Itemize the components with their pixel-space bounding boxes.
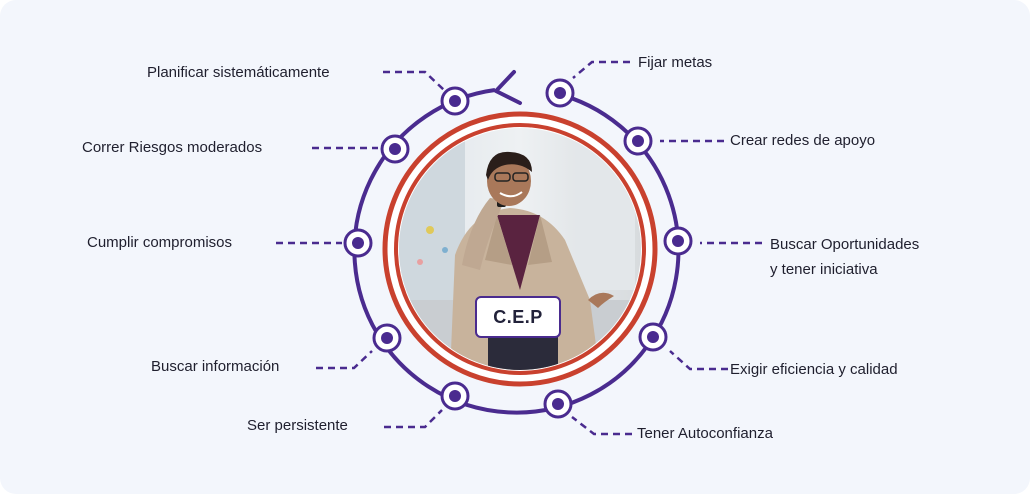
- node-buscar-informacion: [372, 323, 402, 353]
- node-crear-redes: [623, 126, 653, 156]
- label-exigir-eficiencia: Exigir eficiencia y calidad: [730, 361, 898, 378]
- label-correr-riesgos: Correr Riesgos moderados: [82, 139, 263, 156]
- node-fijar-metas: [545, 78, 575, 108]
- connector-lines: [276, 60, 762, 436]
- node-cumplir: [343, 228, 373, 258]
- node-autoconfianza: [543, 389, 573, 419]
- node-ser-persistente: [440, 381, 470, 411]
- cycle-arrowhead-icon: [494, 70, 522, 105]
- node-correr-riesgos: [380, 134, 410, 164]
- label-buscar-oportunidades: Buscar Oportunidades: [770, 236, 920, 253]
- label-planificar: Planificar sistemáticamente: [147, 64, 330, 81]
- outer-cycle-ring: [352, 88, 681, 415]
- inner-accent-ring: [394, 123, 646, 375]
- node-exigir-eficiencia: [638, 322, 668, 352]
- label-ser-persistente: Ser persistente: [247, 417, 348, 434]
- label-tener-iniciativa: y tener iniciativa: [770, 261, 878, 278]
- center-label-badge: C.E.P: [475, 296, 561, 338]
- label-cumplir: Cumplir compromisos: [87, 234, 233, 251]
- node-buscar-oportunidades: [663, 226, 693, 256]
- label-autoconfianza: Tener Autoconfianza: [637, 425, 773, 442]
- node-planificar: [440, 86, 470, 116]
- label-fijar-metas: Fijar metas: [638, 54, 713, 71]
- label-crear-redes: Crear redes de apoyo: [730, 132, 876, 149]
- label-buscar-informacion: Buscar información: [151, 358, 280, 375]
